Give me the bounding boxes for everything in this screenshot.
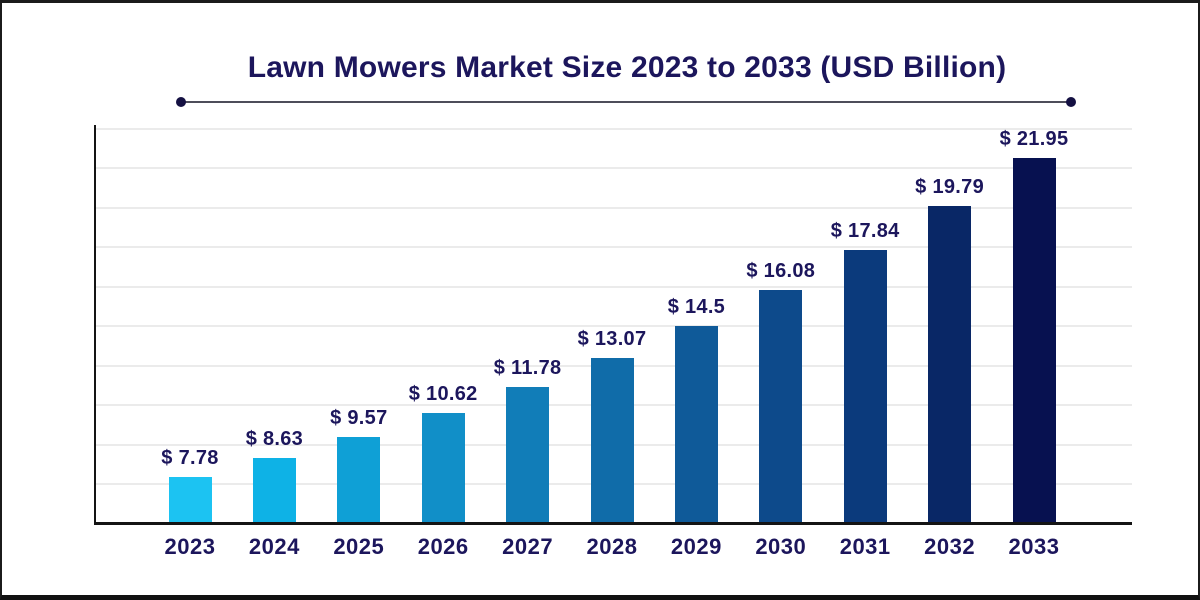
gridline [96,167,1132,170]
x-tick-label-2032: 2032 [924,534,976,559]
x-tick-label-2030: 2030 [755,534,807,559]
bar-2032: $ 19.79 [915,176,984,522]
underline-right-dot [1066,97,1076,107]
gridline [96,206,1132,209]
bar-value-label: $ 7.78 [161,447,219,469]
x-tick-label-2026: 2026 [417,534,469,559]
bar-value-label: $ 8.63 [245,428,304,450]
x-tick-label-2025: 2025 [333,534,385,559]
bar-2033: $ 21.95 [1000,128,1068,522]
bar-2030: $ 16.08 [746,260,815,522]
title-underline [176,97,1076,107]
x-tick-label-2023: 2023 [164,534,216,559]
bar-value-label: $ 17.84 [830,220,900,242]
bar-value-label: $ 13.07 [577,328,647,350]
x-tick-label-2033: 2033 [1008,534,1060,559]
bar-2031: $ 17.84 [831,220,899,522]
x-tick-label-2029: 2029 [670,534,722,559]
plot-area: $ 7.78 $ 8.63 $ 9.57 $ 10.62 $ 11.78 $ 13.07 $… [94,125,1132,559]
bar-value-label: $ 19.79 [915,176,985,198]
gridline [96,285,1132,288]
bar-value-label: $ 14.5 [667,296,726,318]
bar-2027: $ 11.78 [494,357,561,522]
bar-2025: $ 9.57 [330,407,387,522]
bar-2026: $ 10.62 [409,383,477,522]
bar-value-label: $ 16.08 [746,260,816,282]
gridline [96,246,1132,249]
chart-title: Lawn Mowers Market Size 2023 to 2033 (US… [247,51,1007,84]
y-axis-line [94,125,96,522]
x-tick-label-2028: 2028 [586,534,638,559]
underline-left-dot [176,97,186,107]
bar-2029: $ 14.5 [668,296,725,522]
bar-value-label: $ 11.78 [493,357,562,379]
x-tick-label-2031: 2031 [839,534,891,559]
bar-value-label: $ 10.62 [408,383,478,405]
bar-value-label: $ 21.95 [999,128,1069,150]
bar-value-label: $ 9.57 [330,407,388,429]
gridline [96,325,1132,328]
bar-2024: $ 8.63 [246,428,303,522]
x-tick-label-2027: 2027 [502,534,554,559]
bar-2028: $ 13.07 [578,328,646,522]
bar-2023: $ 7.78 [161,447,218,522]
x-axis-line [94,522,1132,525]
gridline [96,128,1132,130]
x-tick-label-2024: 2024 [248,534,300,559]
